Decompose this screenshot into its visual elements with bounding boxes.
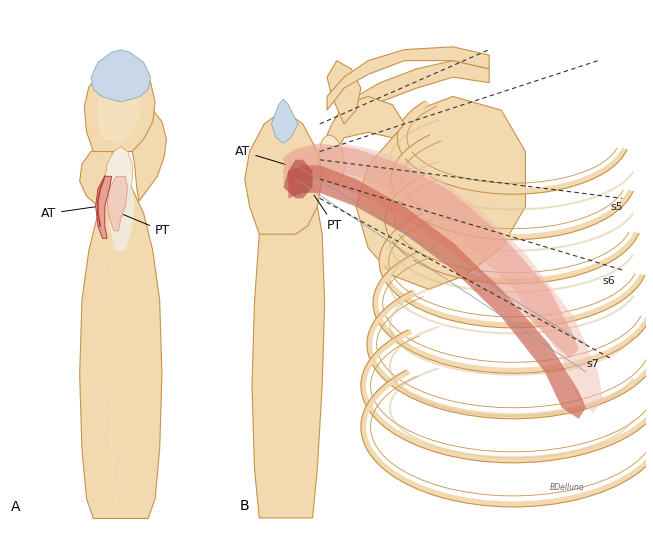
Polygon shape <box>289 165 586 419</box>
Polygon shape <box>356 96 526 289</box>
Polygon shape <box>320 96 404 160</box>
Polygon shape <box>272 99 298 143</box>
Polygon shape <box>84 57 155 152</box>
Text: s5: s5 <box>610 202 623 212</box>
Polygon shape <box>80 147 116 206</box>
Text: s6: s6 <box>603 276 616 286</box>
Polygon shape <box>80 176 162 518</box>
Polygon shape <box>107 181 135 251</box>
Polygon shape <box>128 102 167 201</box>
Polygon shape <box>107 176 128 231</box>
Polygon shape <box>327 47 489 110</box>
Text: s7: s7 <box>586 359 599 369</box>
Polygon shape <box>289 143 603 413</box>
Polygon shape <box>98 72 142 142</box>
Text: B: B <box>240 499 249 512</box>
Polygon shape <box>245 110 322 234</box>
Text: AT: AT <box>235 145 285 165</box>
Polygon shape <box>104 147 132 213</box>
Polygon shape <box>91 50 150 102</box>
Polygon shape <box>283 143 579 358</box>
Polygon shape <box>283 160 313 198</box>
Polygon shape <box>327 61 361 124</box>
Text: PT: PT <box>314 195 342 233</box>
Polygon shape <box>96 176 112 238</box>
Polygon shape <box>252 165 325 518</box>
Ellipse shape <box>319 135 344 185</box>
Polygon shape <box>356 61 489 116</box>
Text: PT: PT <box>123 214 170 237</box>
Text: A: A <box>11 500 21 514</box>
Text: AT: AT <box>40 207 97 220</box>
Text: BDelluno: BDelluno <box>550 483 584 493</box>
